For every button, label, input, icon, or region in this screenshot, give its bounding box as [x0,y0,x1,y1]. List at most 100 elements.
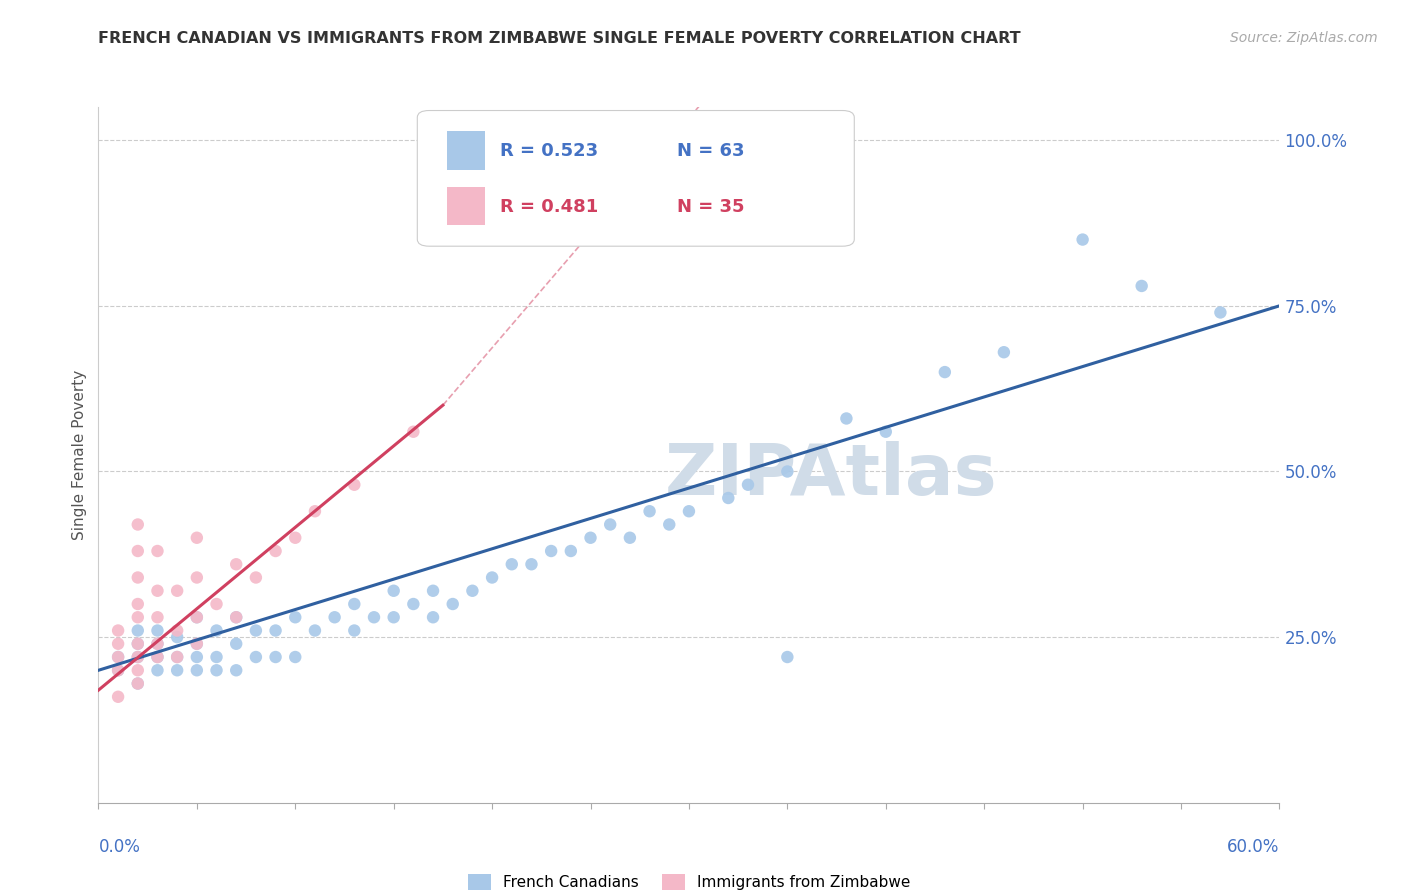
Point [461,583,484,598]
Point [127,517,149,532]
Point [402,597,425,611]
Text: ZIPAtlas: ZIPAtlas [665,442,997,510]
Point [107,624,129,638]
Point [422,610,444,624]
Point [441,597,464,611]
Point [205,650,228,665]
Point [1071,233,1094,247]
Point [225,663,247,677]
Point [638,504,661,518]
Point [166,583,188,598]
Point [737,477,759,491]
Point [186,570,208,584]
Point [127,597,149,611]
Point [343,597,366,611]
Point [127,637,149,651]
Point [934,365,956,379]
Point [776,650,799,665]
Point [225,610,247,624]
FancyBboxPatch shape [447,131,485,169]
Point [343,624,366,638]
Point [363,610,385,624]
Point [205,624,228,638]
Point [127,570,149,584]
Point [1209,305,1232,319]
FancyBboxPatch shape [418,111,855,246]
Legend: French Canadians, Immigrants from Zimbabwe: French Canadians, Immigrants from Zimbab… [461,868,917,892]
Point [186,610,208,624]
Point [166,650,188,665]
Point [186,531,208,545]
Point [225,558,247,572]
Point [323,610,346,624]
Point [875,425,897,439]
Point [146,650,169,665]
Point [146,663,169,677]
Point [422,583,444,598]
Point [560,544,582,558]
Point [146,637,169,651]
Point [264,624,287,638]
Point [127,624,149,638]
Point [304,504,326,518]
Point [107,663,129,677]
Point [127,650,149,665]
Point [717,491,740,505]
Point [205,663,228,677]
Point [146,610,169,624]
Point [107,663,129,677]
Point [619,531,641,545]
Point [146,624,169,638]
Text: R = 0.523: R = 0.523 [501,142,598,160]
Point [678,504,700,518]
Point [245,570,267,584]
Text: 0.0%: 0.0% [98,838,141,856]
Point [107,637,129,651]
Point [835,411,858,425]
Point [166,630,188,644]
Point [382,583,405,598]
Point [107,690,129,704]
Point [382,610,405,624]
Y-axis label: Single Female Poverty: Single Female Poverty [72,370,87,540]
Text: Source: ZipAtlas.com: Source: ZipAtlas.com [1230,31,1378,45]
FancyBboxPatch shape [447,187,485,226]
Point [146,583,169,598]
Point [186,610,208,624]
Point [264,544,287,558]
Point [107,650,129,665]
Point [127,610,149,624]
Point [245,650,267,665]
Point [284,531,307,545]
Point [225,610,247,624]
Point [127,544,149,558]
Point [146,544,169,558]
Text: N = 35: N = 35 [678,197,745,216]
Text: R = 0.481: R = 0.481 [501,197,598,216]
Point [166,650,188,665]
Point [776,465,799,479]
Point [304,624,326,638]
Point [993,345,1015,359]
Point [186,637,208,651]
Point [166,624,188,638]
Point [599,517,621,532]
Point [127,650,149,665]
Point [127,676,149,690]
Point [658,517,681,532]
Text: N = 63: N = 63 [678,142,745,160]
Point [520,558,543,572]
Point [186,637,208,651]
Point [127,676,149,690]
Point [107,650,129,665]
Point [481,570,503,584]
Point [186,663,208,677]
Point [579,531,602,545]
Text: 60.0%: 60.0% [1227,838,1279,856]
Point [127,637,149,651]
Point [284,610,307,624]
Point [264,650,287,665]
Point [540,544,562,558]
Point [501,558,523,572]
Point [127,663,149,677]
